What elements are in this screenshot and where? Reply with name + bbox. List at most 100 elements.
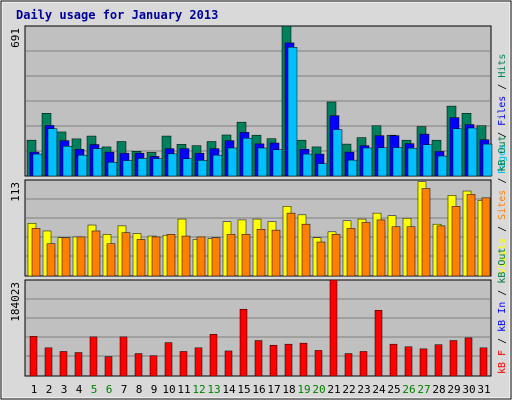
x-tick-label-day-21: 21: [327, 383, 340, 396]
right-axis-separator: /: [497, 284, 508, 302]
bar-sites-day-22: [346, 228, 356, 277]
x-tick-label-day-19: 19: [297, 383, 310, 396]
bar-pages-day-6: [107, 162, 118, 177]
bar-pages-day-12: [197, 160, 208, 177]
bar-sites-day-29: [451, 206, 461, 277]
bar-sites-day-18: [286, 212, 296, 277]
bar-sites-day-8: [136, 239, 146, 277]
bar-pages-day-27: [422, 144, 433, 177]
bar-kb-f-day-1: [29, 336, 38, 377]
bar-sites-day-2: [46, 243, 56, 277]
right-axis-series-pages: Pages: [497, 144, 508, 174]
y-max-label-bottom: 184023: [9, 282, 22, 322]
right-axis-separator: /: [497, 126, 508, 144]
x-tick-label-day-18: 18: [282, 383, 295, 396]
x-tick-label-day-24: 24: [372, 383, 386, 396]
x-tick-label-day-17: 17: [267, 383, 280, 396]
bar-pages-day-10: [167, 153, 178, 177]
bar-pages-day-3: [62, 146, 73, 177]
right-axis-series-files: Files: [497, 96, 508, 126]
bar-pages-day-4: [77, 154, 88, 177]
x-tick-label-day-14: 14: [222, 383, 236, 396]
right-axis-separator: /: [497, 78, 508, 96]
bar-kb-f-day-16: [254, 340, 263, 377]
x-tick-label-day-6: 6: [106, 383, 113, 396]
x-tick-label-day-10: 10: [162, 383, 175, 396]
bar-pages-day-23: [362, 147, 373, 177]
bar-sites-day-24: [376, 219, 386, 277]
bar-pages-day-24: [377, 147, 388, 177]
bar-kb-f-day-18: [284, 343, 293, 377]
bar-pages-day-26: [407, 147, 418, 177]
y-max-label-middle: 113: [9, 182, 22, 202]
x-tick-label-day-4: 4: [76, 383, 83, 396]
bar-pages-day-29: [452, 128, 463, 177]
bar-sites-day-17: [271, 229, 281, 277]
x-tick-label-day-7: 7: [121, 383, 128, 396]
x-tick-label-day-22: 22: [342, 383, 355, 396]
right-axis-separator: /: [497, 332, 508, 350]
bar-kb-f-day-25: [389, 343, 398, 377]
bar-sites-day-19: [301, 223, 311, 277]
bar-kb-f-day-13: [209, 334, 218, 377]
bar-sites-day-15: [241, 234, 251, 277]
bar-pages-day-18: [287, 47, 298, 177]
bar-kb-f-day-5: [89, 336, 98, 377]
x-tick-label-day-25: 25: [387, 383, 400, 396]
bar-sites-day-20: [316, 241, 326, 277]
x-tick-label-day-31: 31: [477, 383, 490, 396]
bar-sites-day-4: [76, 236, 86, 277]
bar-pages-day-17: [272, 149, 283, 177]
x-tick-label-day-20: 20: [312, 383, 325, 396]
bar-sites-day-26: [406, 226, 416, 277]
bar-pages-day-9: [152, 158, 163, 177]
bar-sites-day-16: [256, 229, 266, 277]
right-axis-separator: /: [497, 172, 508, 190]
bar-pages-day-20: [317, 163, 328, 177]
bar-kb-f-day-22: [344, 353, 353, 377]
x-tick-label-day-29: 29: [447, 383, 460, 396]
y-max-label-top: 691: [9, 28, 22, 48]
bar-sites-day-30: [466, 194, 476, 277]
right-axis-series-visits: Visits: [497, 238, 508, 274]
bar-kb-f-day-31: [479, 347, 488, 377]
right-axis-series-sites: Sites: [497, 190, 508, 220]
bar-pages-day-1: [32, 153, 43, 177]
bar-sites-day-3: [61, 237, 71, 277]
x-tick-label-day-3: 3: [61, 383, 68, 396]
bar-kb-f-day-11: [179, 351, 188, 377]
bar-kb-f-day-20: [314, 350, 323, 377]
right-axis-series-kb-out: kB Out: [497, 136, 508, 172]
bar-kb-f-day-7: [119, 336, 128, 377]
bar-kb-f-day-2: [44, 347, 53, 377]
bar-pages-day-19: [302, 153, 313, 177]
bar-kb-f-day-14: [224, 350, 233, 377]
x-tick-label-day-16: 16: [252, 383, 265, 396]
right-axis-series-hits: Hits: [497, 54, 508, 78]
x-tick-label-day-12: 12: [192, 383, 205, 396]
bar-sites-day-13: [211, 237, 221, 277]
bar-sites-day-9: [151, 236, 161, 277]
bar-pages-day-30: [467, 127, 478, 177]
bar-sites-day-25: [391, 226, 401, 277]
bar-kb-f-day-19: [299, 342, 308, 377]
bar-kb-f-day-30: [464, 337, 473, 377]
bar-kb-f-day-3: [59, 351, 68, 377]
x-tick-label-day-1: 1: [31, 383, 38, 396]
bar-pages-day-5: [92, 148, 103, 177]
x-tick-label-day-8: 8: [136, 383, 143, 396]
x-tick-label-day-9: 9: [151, 383, 158, 396]
bar-pages-day-22: [347, 159, 358, 177]
bar-pages-day-13: [212, 154, 223, 177]
x-tick-label-day-11: 11: [177, 383, 190, 396]
x-tick-label-day-26: 26: [402, 383, 415, 396]
bar-kb-f-day-17: [269, 344, 278, 377]
right-axis-series-kb-out: kB Out: [497, 248, 508, 284]
bar-sites-day-21: [331, 234, 341, 277]
bar-pages-day-15: [242, 137, 253, 177]
bar-kb-f-day-27: [419, 348, 428, 377]
x-tick-label-day-15: 15: [237, 383, 250, 396]
bar-pages-day-2: [47, 128, 58, 177]
